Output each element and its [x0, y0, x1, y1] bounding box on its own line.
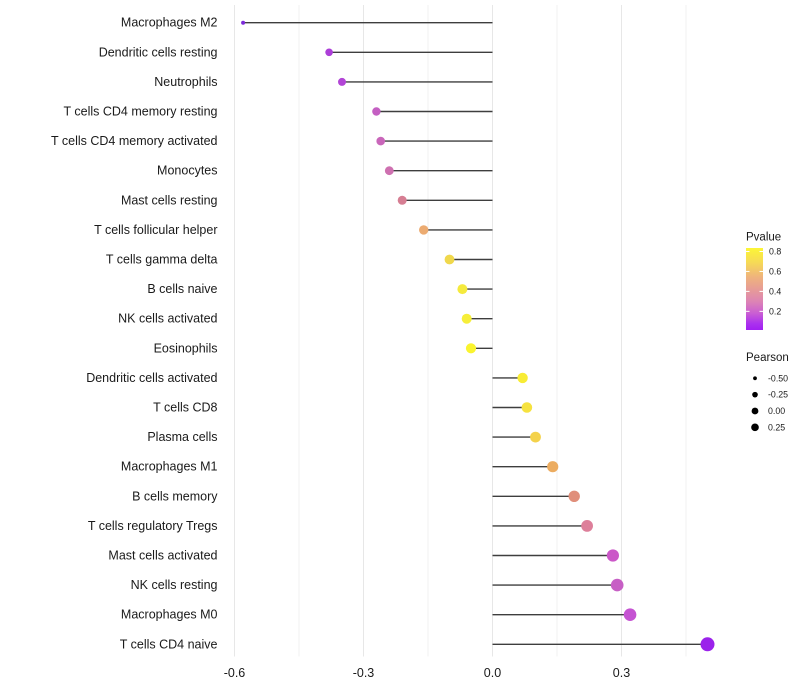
pearson-legend-dot	[751, 423, 759, 432]
pearson-legend-label: 0.00	[768, 406, 785, 416]
lollipop-dot	[461, 313, 472, 324]
lollipop-dot	[372, 107, 381, 116]
y-axis-label: T cells CD4 naive	[120, 637, 218, 651]
lollipop-dot	[700, 637, 715, 652]
pearson-legend-label: -0.25	[768, 390, 788, 400]
y-axis-label: T cells CD8	[153, 401, 217, 415]
lollipop-dot	[610, 578, 624, 592]
y-axis-label: Macrophages M0	[121, 608, 218, 622]
lollipop-dot	[623, 608, 637, 621]
lollipop-dot	[397, 195, 407, 205]
pearson-legend-label: 0.25	[768, 422, 785, 432]
y-axis-label: Eosinophils	[154, 341, 218, 355]
lollipop-dot	[517, 372, 528, 384]
pvalue-tick-label: 0.2	[769, 306, 781, 316]
pvalue-tick-label: 0.6	[769, 266, 781, 276]
lollipop-dot	[521, 402, 533, 413]
lollipop-dot	[241, 20, 246, 25]
y-axis-label: Monocytes	[157, 164, 217, 178]
y-axis-label: T cells CD4 memory activated	[51, 134, 218, 148]
x-axis-tick-label: 0.3	[613, 666, 630, 680]
lollipop-dot	[444, 254, 455, 265]
x-axis-tick-label: 0.0	[484, 666, 501, 680]
lollipop-dot	[325, 48, 333, 57]
lollipop-dot	[530, 431, 541, 443]
pearson-legend-label: -0.50	[768, 373, 788, 383]
lollipop-dot	[547, 461, 559, 473]
lollipop-dot	[606, 549, 620, 562]
y-axis-label: Plasma cells	[147, 430, 217, 444]
y-axis-label: T cells gamma delta	[106, 253, 218, 267]
y-axis-label: Dendritic cells resting	[99, 45, 218, 59]
lollipop-dot	[419, 225, 429, 235]
y-axis-label: Dendritic cells activated	[86, 371, 217, 385]
y-axis-label: NK cells resting	[131, 578, 218, 592]
x-axis-tick-label: -0.3	[353, 666, 375, 680]
pearson-legend-dot	[751, 407, 759, 415]
y-axis-label: Macrophages M2	[121, 16, 218, 30]
y-axis-label: NK cells activated	[118, 312, 217, 326]
y-axis-label: Macrophages M1	[121, 460, 218, 474]
pvalue-tick-label: 0.4	[769, 286, 781, 296]
y-axis-label: B cells memory	[132, 489, 218, 503]
pearson-legend-dot	[753, 376, 757, 381]
y-axis-label: Neutrophils	[154, 75, 217, 89]
x-axis-tick-label: -0.6	[224, 666, 246, 680]
lollipop-dot	[338, 77, 346, 86]
pearson-legend-dot	[752, 391, 758, 398]
lollipop-dot	[457, 284, 468, 295]
pvalue-tick-label: 0.8	[769, 246, 781, 256]
y-axis-label: T cells CD4 memory resting	[64, 105, 218, 119]
lollipop-dot	[376, 136, 386, 146]
pvalue-legend-title: Pvalue	[746, 232, 781, 244]
y-axis-label: Mast cells resting	[121, 193, 218, 207]
y-axis-label: T cells follicular helper	[94, 223, 217, 237]
lollipop-dot	[568, 490, 580, 502]
lollipop-dot	[581, 520, 593, 532]
lollipop-dot	[384, 166, 394, 176]
lollipop-dot	[465, 343, 477, 354]
pearson-legend-title: Pearson	[746, 352, 789, 364]
pvalue-colorbar	[746, 248, 763, 330]
y-axis-label: T cells regulatory Tregs	[88, 519, 218, 533]
y-axis-label: Mast cells activated	[108, 549, 217, 563]
y-axis-label: B cells naive	[147, 282, 217, 296]
